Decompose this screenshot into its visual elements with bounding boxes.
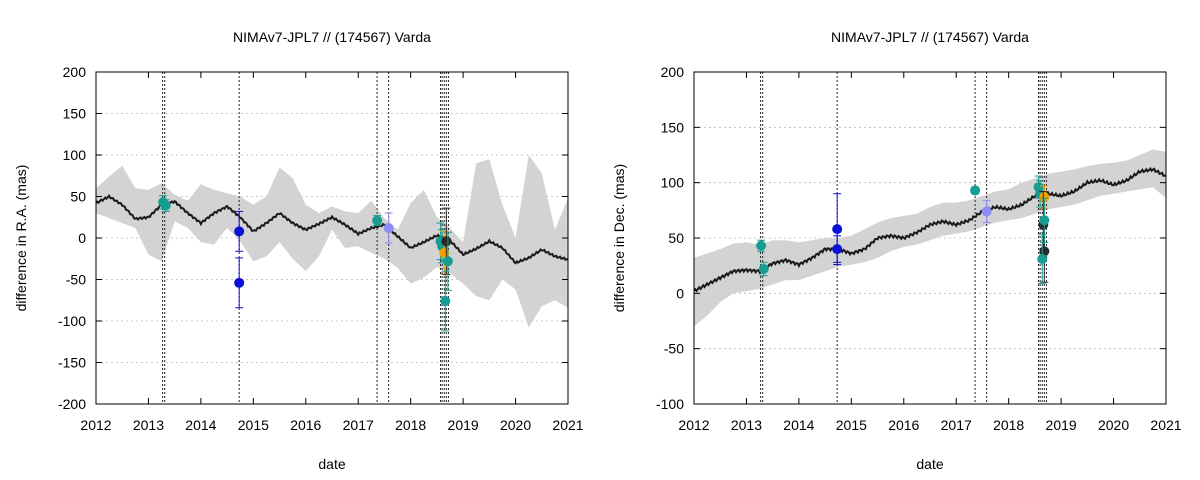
x-tick-label: 2020 — [500, 417, 531, 433]
data-point — [383, 223, 394, 234]
x-tick-label: 2017 — [941, 417, 972, 433]
chart-1: 2012 2013 2014 2015 2016 2017 2018 2019 2020 2021… — [13, 29, 584, 472]
x-tick-label: 2015 — [836, 417, 867, 433]
y-axis-label: difference in R.A. (mas) — [13, 165, 29, 312]
x-tick-label: 2019 — [448, 417, 479, 433]
x-tick-label: 2012 — [678, 417, 709, 433]
x-tick-label: 2016 — [290, 417, 321, 433]
x-tick-label: 2021 — [1150, 417, 1181, 433]
chart-title: NIMAv7-JPL7 // (174567) Varda — [233, 29, 431, 45]
uncertainty-band — [96, 155, 568, 328]
y-tick-label: -50 — [66, 272, 86, 288]
x-tick-label: 2021 — [552, 417, 583, 433]
x-axis-label: date — [916, 456, 943, 472]
y-tick-label: 100 — [63, 147, 87, 163]
x-tick-label: 2014 — [185, 417, 216, 433]
data-point — [1039, 192, 1050, 203]
x-tick-label: 2013 — [731, 417, 762, 433]
y-tick-label: 50 — [70, 189, 86, 205]
y-tick-label: 50 — [668, 230, 684, 246]
model-curve — [96, 193, 568, 265]
y-tick-label: 150 — [63, 106, 87, 122]
data-point — [1039, 215, 1050, 226]
x-tick-label: 2020 — [1098, 417, 1129, 433]
y-tick-label: -100 — [656, 396, 684, 412]
data-point — [440, 296, 451, 307]
y-tick-label: -50 — [664, 341, 684, 357]
chart-2: 2012 2013 2014 2015 2016 2017 2018 2019 2020 2021… — [611, 29, 1182, 472]
x-tick-label: 2012 — [80, 417, 111, 433]
data-point — [832, 224, 843, 235]
x-tick-label: 2016 — [888, 417, 919, 433]
y-tick-label: 0 — [78, 230, 86, 246]
y-tick-label: 100 — [661, 175, 685, 191]
data-point — [1037, 254, 1048, 265]
x-tick-label: 2015 — [238, 417, 269, 433]
chart-title: NIMAv7-JPL7 // (174567) Varda — [831, 29, 1029, 45]
data-point — [981, 206, 992, 217]
x-tick-label: 2018 — [993, 417, 1024, 433]
x-tick-label: 2013 — [133, 417, 164, 433]
data-point — [160, 200, 171, 211]
data-point — [441, 236, 452, 247]
y-tick-label: 0 — [676, 285, 684, 301]
data-point — [372, 215, 383, 226]
x-axis-label: date — [318, 456, 345, 472]
data-point — [970, 185, 981, 196]
x-tick-label: 2019 — [1046, 417, 1077, 433]
x-tick-label: 2018 — [395, 417, 426, 433]
data-point — [756, 240, 767, 251]
y-tick-label: 200 — [661, 64, 685, 80]
data-point — [758, 263, 769, 274]
y-tick-label: -200 — [58, 396, 86, 412]
data-point — [234, 277, 245, 288]
y-tick-label: 150 — [661, 119, 685, 135]
data-point — [442, 256, 453, 267]
y-tick-label: -100 — [58, 313, 86, 329]
y-tick-label: 200 — [63, 64, 87, 80]
model-curve — [694, 166, 1166, 293]
data-point — [234, 226, 245, 237]
y-tick-label: -150 — [58, 355, 86, 371]
x-tick-label: 2017 — [343, 417, 374, 433]
y-axis-label: difference in Dec. (mas) — [611, 164, 627, 312]
data-point — [832, 244, 843, 255]
x-tick-label: 2014 — [783, 417, 814, 433]
